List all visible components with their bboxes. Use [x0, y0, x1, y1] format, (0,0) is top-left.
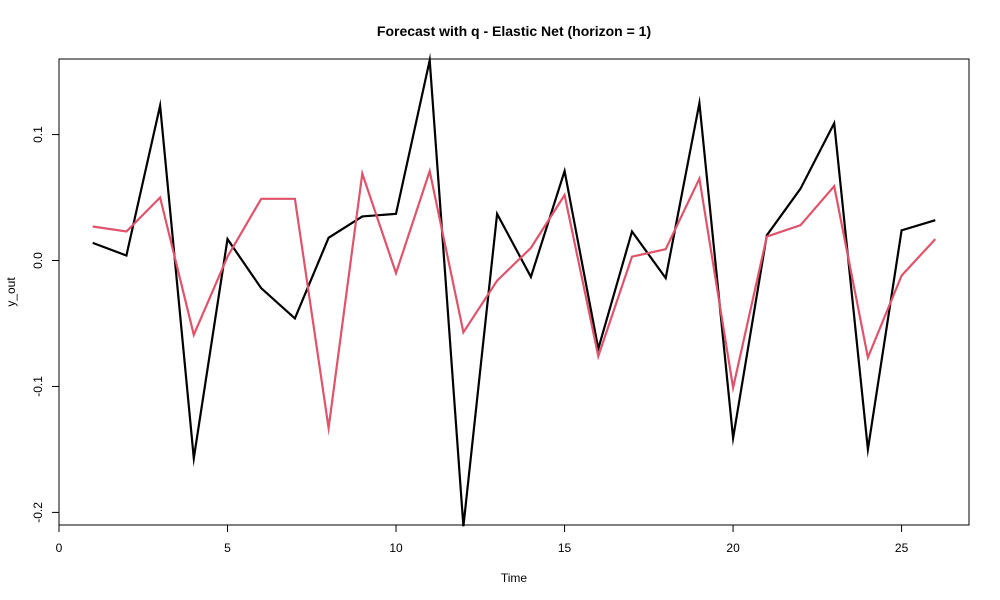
y-axis-label: y_out [4, 277, 18, 307]
y-axis: -0.2 -0.1 0.0 0.1 [31, 126, 59, 523]
y-tick-label: 0.1 [31, 126, 45, 143]
series-line-2 [92, 166, 937, 436]
x-tick-label: 10 [389, 541, 403, 555]
series-lines [92, 52, 937, 527]
y-tick-label: -0.2 [31, 502, 45, 523]
x-axis: 0 5 10 15 20 25 [56, 525, 909, 555]
x-tick-label: 15 [558, 541, 572, 555]
y-tick-label: -0.1 [31, 376, 45, 397]
chart-title: Forecast with q - Elastic Net (horizon =… [377, 23, 651, 39]
plot-box [58, 58, 970, 526]
x-tick-label: 25 [895, 541, 909, 555]
x-tick-label: 0 [56, 541, 63, 555]
x-tick-label: 5 [224, 541, 231, 555]
x-tick-label: 20 [726, 541, 740, 555]
y-tick-label: 0.0 [31, 252, 45, 269]
x-axis-label: Time [501, 571, 528, 585]
series-line-1 [92, 52, 936, 527]
